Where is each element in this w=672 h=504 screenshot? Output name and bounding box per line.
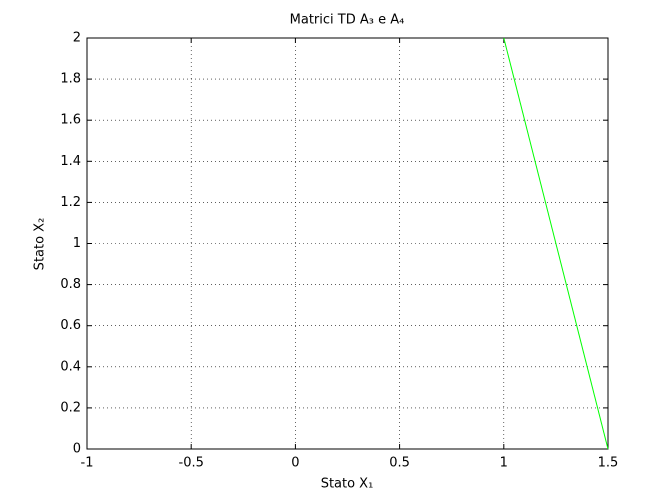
data-line — [503, 37, 609, 450]
plot-frame — [86, 37, 609, 450]
x-tick-label: -0.5 — [179, 456, 204, 471]
y-tick-label: 0 — [73, 442, 81, 457]
y-tick-label: 0.2 — [60, 400, 81, 415]
y-axis-label: Stato X₂ — [33, 218, 48, 271]
x-axis-label: Stato X₁ — [321, 477, 374, 492]
y-tick-label: 0.6 — [60, 318, 81, 333]
x-tick-label: -1 — [81, 456, 94, 471]
chart-title: Matrici TD A₃ e A₄ — [290, 13, 405, 28]
y-tick-label: 0.4 — [60, 359, 81, 374]
y-tick-label: 1.2 — [60, 195, 81, 210]
x-tick-label: 0.5 — [389, 456, 410, 471]
x-tick-label: 0 — [291, 456, 299, 471]
y-tick-label: 1.6 — [60, 113, 81, 128]
x-tick-label: 1.5 — [598, 456, 619, 471]
y-tick-label: 1.4 — [60, 154, 81, 169]
y-tick-label: 2 — [73, 31, 81, 46]
y-tick-label: 1 — [73, 236, 81, 251]
x-tick-label: 1 — [500, 456, 508, 471]
y-tick-label: 1.8 — [60, 72, 81, 87]
y-tick-label: 0.8 — [60, 277, 81, 292]
